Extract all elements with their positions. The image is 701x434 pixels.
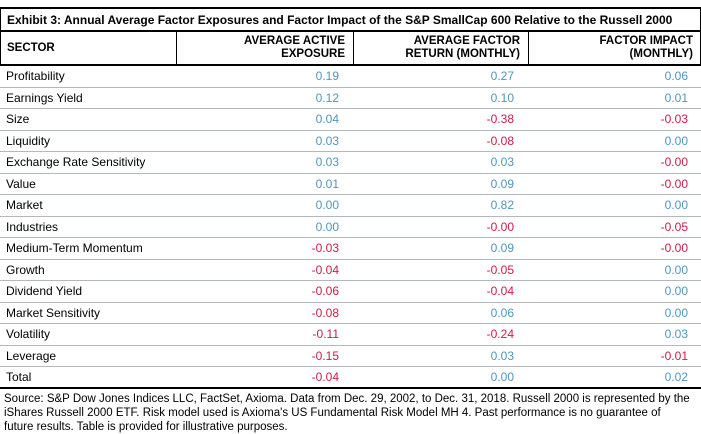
table-row: Medium-Term Momentum -0.03 0.09 -0.00 bbox=[0, 238, 701, 260]
table-row: Market 0.00 0.82 0.00 bbox=[0, 195, 701, 217]
sector-cell: Dividend Yield bbox=[6, 284, 83, 299]
value-cell: -0.03 bbox=[311, 241, 339, 256]
sector-cell: Volatility bbox=[6, 327, 51, 342]
value-cell: 0.02 bbox=[664, 370, 688, 384]
value-cell: 0.00 bbox=[315, 219, 339, 234]
value-cell: 0.12 bbox=[315, 90, 339, 105]
table-row: Total -0.04 0.00 0.02 bbox=[0, 367, 701, 389]
value-cell: -0.05 bbox=[486, 262, 514, 277]
table-row: Growth -0.04 -0.05 0.00 bbox=[0, 260, 701, 281]
table-row: Size 0.04 -0.38 -0.03 bbox=[0, 109, 701, 131]
value-cell: 0.00 bbox=[664, 133, 688, 148]
table-row: Value 0.01 0.09 -0.00 bbox=[0, 174, 701, 195]
value-cell: -0.04 bbox=[311, 370, 339, 384]
table-row: Volatility -0.11 -0.24 0.03 bbox=[0, 324, 701, 346]
value-cell: 0.04 bbox=[315, 112, 339, 127]
sector-cell: Market Sensitivity bbox=[6, 305, 101, 320]
column-header-line: EXPOSURE bbox=[281, 48, 345, 60]
sector-cell: Value bbox=[6, 176, 36, 191]
table-head-block: Exhibit 3: Annual Average Factor Exposur… bbox=[0, 7, 701, 66]
value-cell: -0.00 bbox=[486, 219, 514, 234]
value-cell: 0.00 bbox=[664, 284, 688, 299]
value-cell: 0.06 bbox=[664, 69, 688, 84]
column-header-line: AVERAGE FACTOR bbox=[413, 35, 520, 47]
value-cell: 0.09 bbox=[490, 176, 514, 191]
value-cell: 0.06 bbox=[490, 305, 514, 320]
value-cell: 0.01 bbox=[664, 90, 688, 105]
value-cell: 0.82 bbox=[490, 198, 514, 213]
value-cell: -0.38 bbox=[486, 112, 514, 127]
column-header-line: (MONTHLY) bbox=[629, 48, 693, 60]
value-cell: -0.24 bbox=[486, 327, 514, 342]
column-header-average-active-exposure: AVERAGE ACTIVE EXPOSURE bbox=[176, 32, 353, 64]
sector-cell: Market bbox=[6, 198, 43, 213]
column-header-row: SECTOR AVERAGE ACTIVE EXPOSURE AVERAGE F… bbox=[1, 32, 700, 66]
value-cell: 0.03 bbox=[315, 155, 339, 170]
column-header-line: FACTOR IMPACT bbox=[599, 35, 694, 47]
table-row: Dividend Yield -0.06 -0.04 0.00 bbox=[0, 281, 701, 303]
table-row: Market Sensitivity -0.08 0.06 0.00 bbox=[0, 303, 701, 324]
value-cell: -0.11 bbox=[312, 327, 339, 342]
column-header-average-factor-return: AVERAGE FACTOR RETURN (MONTHLY) bbox=[353, 32, 528, 64]
sector-cell: Profitability bbox=[6, 69, 65, 84]
value-cell: 0.03 bbox=[315, 133, 339, 148]
value-cell: -0.04 bbox=[311, 262, 339, 277]
value-cell: 0.01 bbox=[315, 176, 339, 191]
exhibit-title: Exhibit 3: Annual Average Factor Exposur… bbox=[1, 9, 700, 32]
table-row: Profitability 0.19 0.27 0.06 bbox=[0, 66, 701, 88]
value-cell: 0.00 bbox=[664, 198, 688, 213]
value-cell: -0.03 bbox=[660, 112, 688, 127]
value-cell: -0.00 bbox=[660, 176, 688, 191]
value-cell: 0.27 bbox=[490, 69, 514, 84]
table-row: Exchange Rate Sensitivity 0.03 0.03 -0.0… bbox=[0, 152, 701, 174]
value-cell: -0.08 bbox=[486, 133, 514, 148]
column-header-sector: SECTOR bbox=[1, 32, 176, 64]
table-body: Profitability 0.19 0.27 0.06 Earnings Yi… bbox=[0, 66, 701, 389]
table-row: Liquidity 0.03 -0.08 0.00 bbox=[0, 131, 701, 152]
sector-cell: Earnings Yield bbox=[6, 90, 83, 105]
value-cell: -0.06 bbox=[311, 284, 339, 299]
value-cell: -0.01 bbox=[660, 348, 688, 363]
value-cell: -0.08 bbox=[311, 305, 339, 320]
column-header-line: SECTOR bbox=[7, 41, 55, 54]
table-row: Industries 0.00 -0.00 -0.05 bbox=[0, 217, 701, 238]
value-cell: 0.00 bbox=[315, 198, 339, 213]
value-cell: 0.09 bbox=[490, 241, 514, 256]
value-cell: 0.03 bbox=[490, 155, 514, 170]
value-cell: 0.00 bbox=[664, 305, 688, 320]
value-cell: -0.04 bbox=[486, 284, 514, 299]
value-cell: 0.00 bbox=[664, 262, 688, 277]
table-row: Leverage -0.15 0.03 -0.01 bbox=[0, 346, 701, 367]
value-cell: -0.05 bbox=[660, 219, 688, 234]
value-cell: 0.03 bbox=[664, 327, 688, 342]
value-cell: 0.00 bbox=[490, 370, 514, 384]
value-cell: -0.15 bbox=[311, 348, 339, 363]
value-cell: -0.00 bbox=[660, 155, 688, 170]
column-header-factor-impact: FACTOR IMPACT (MONTHLY) bbox=[528, 32, 701, 64]
sector-cell: Liquidity bbox=[6, 133, 51, 148]
value-cell: 0.03 bbox=[490, 348, 514, 363]
sector-cell: Growth bbox=[6, 262, 45, 277]
sector-cell: Leverage bbox=[6, 348, 57, 363]
value-cell: -0.00 bbox=[660, 241, 688, 256]
value-cell: 0.10 bbox=[490, 90, 514, 105]
sector-cell: Total bbox=[6, 370, 32, 384]
value-cell: 0.19 bbox=[315, 69, 339, 84]
sector-cell: Size bbox=[6, 112, 30, 127]
sector-cell: Exchange Rate Sensitivity bbox=[6, 155, 146, 170]
column-header-line: AVERAGE ACTIVE bbox=[244, 35, 345, 47]
sector-cell: Industries bbox=[6, 219, 59, 234]
column-header-line: RETURN (MONTHLY) bbox=[405, 48, 520, 60]
table-row: Earnings Yield 0.12 0.10 0.01 bbox=[0, 88, 701, 109]
source-footnote: Source: S&P Dow Jones Indices LLC, FactS… bbox=[4, 393, 690, 433]
sector-cell: Medium-Term Momentum bbox=[6, 241, 143, 256]
